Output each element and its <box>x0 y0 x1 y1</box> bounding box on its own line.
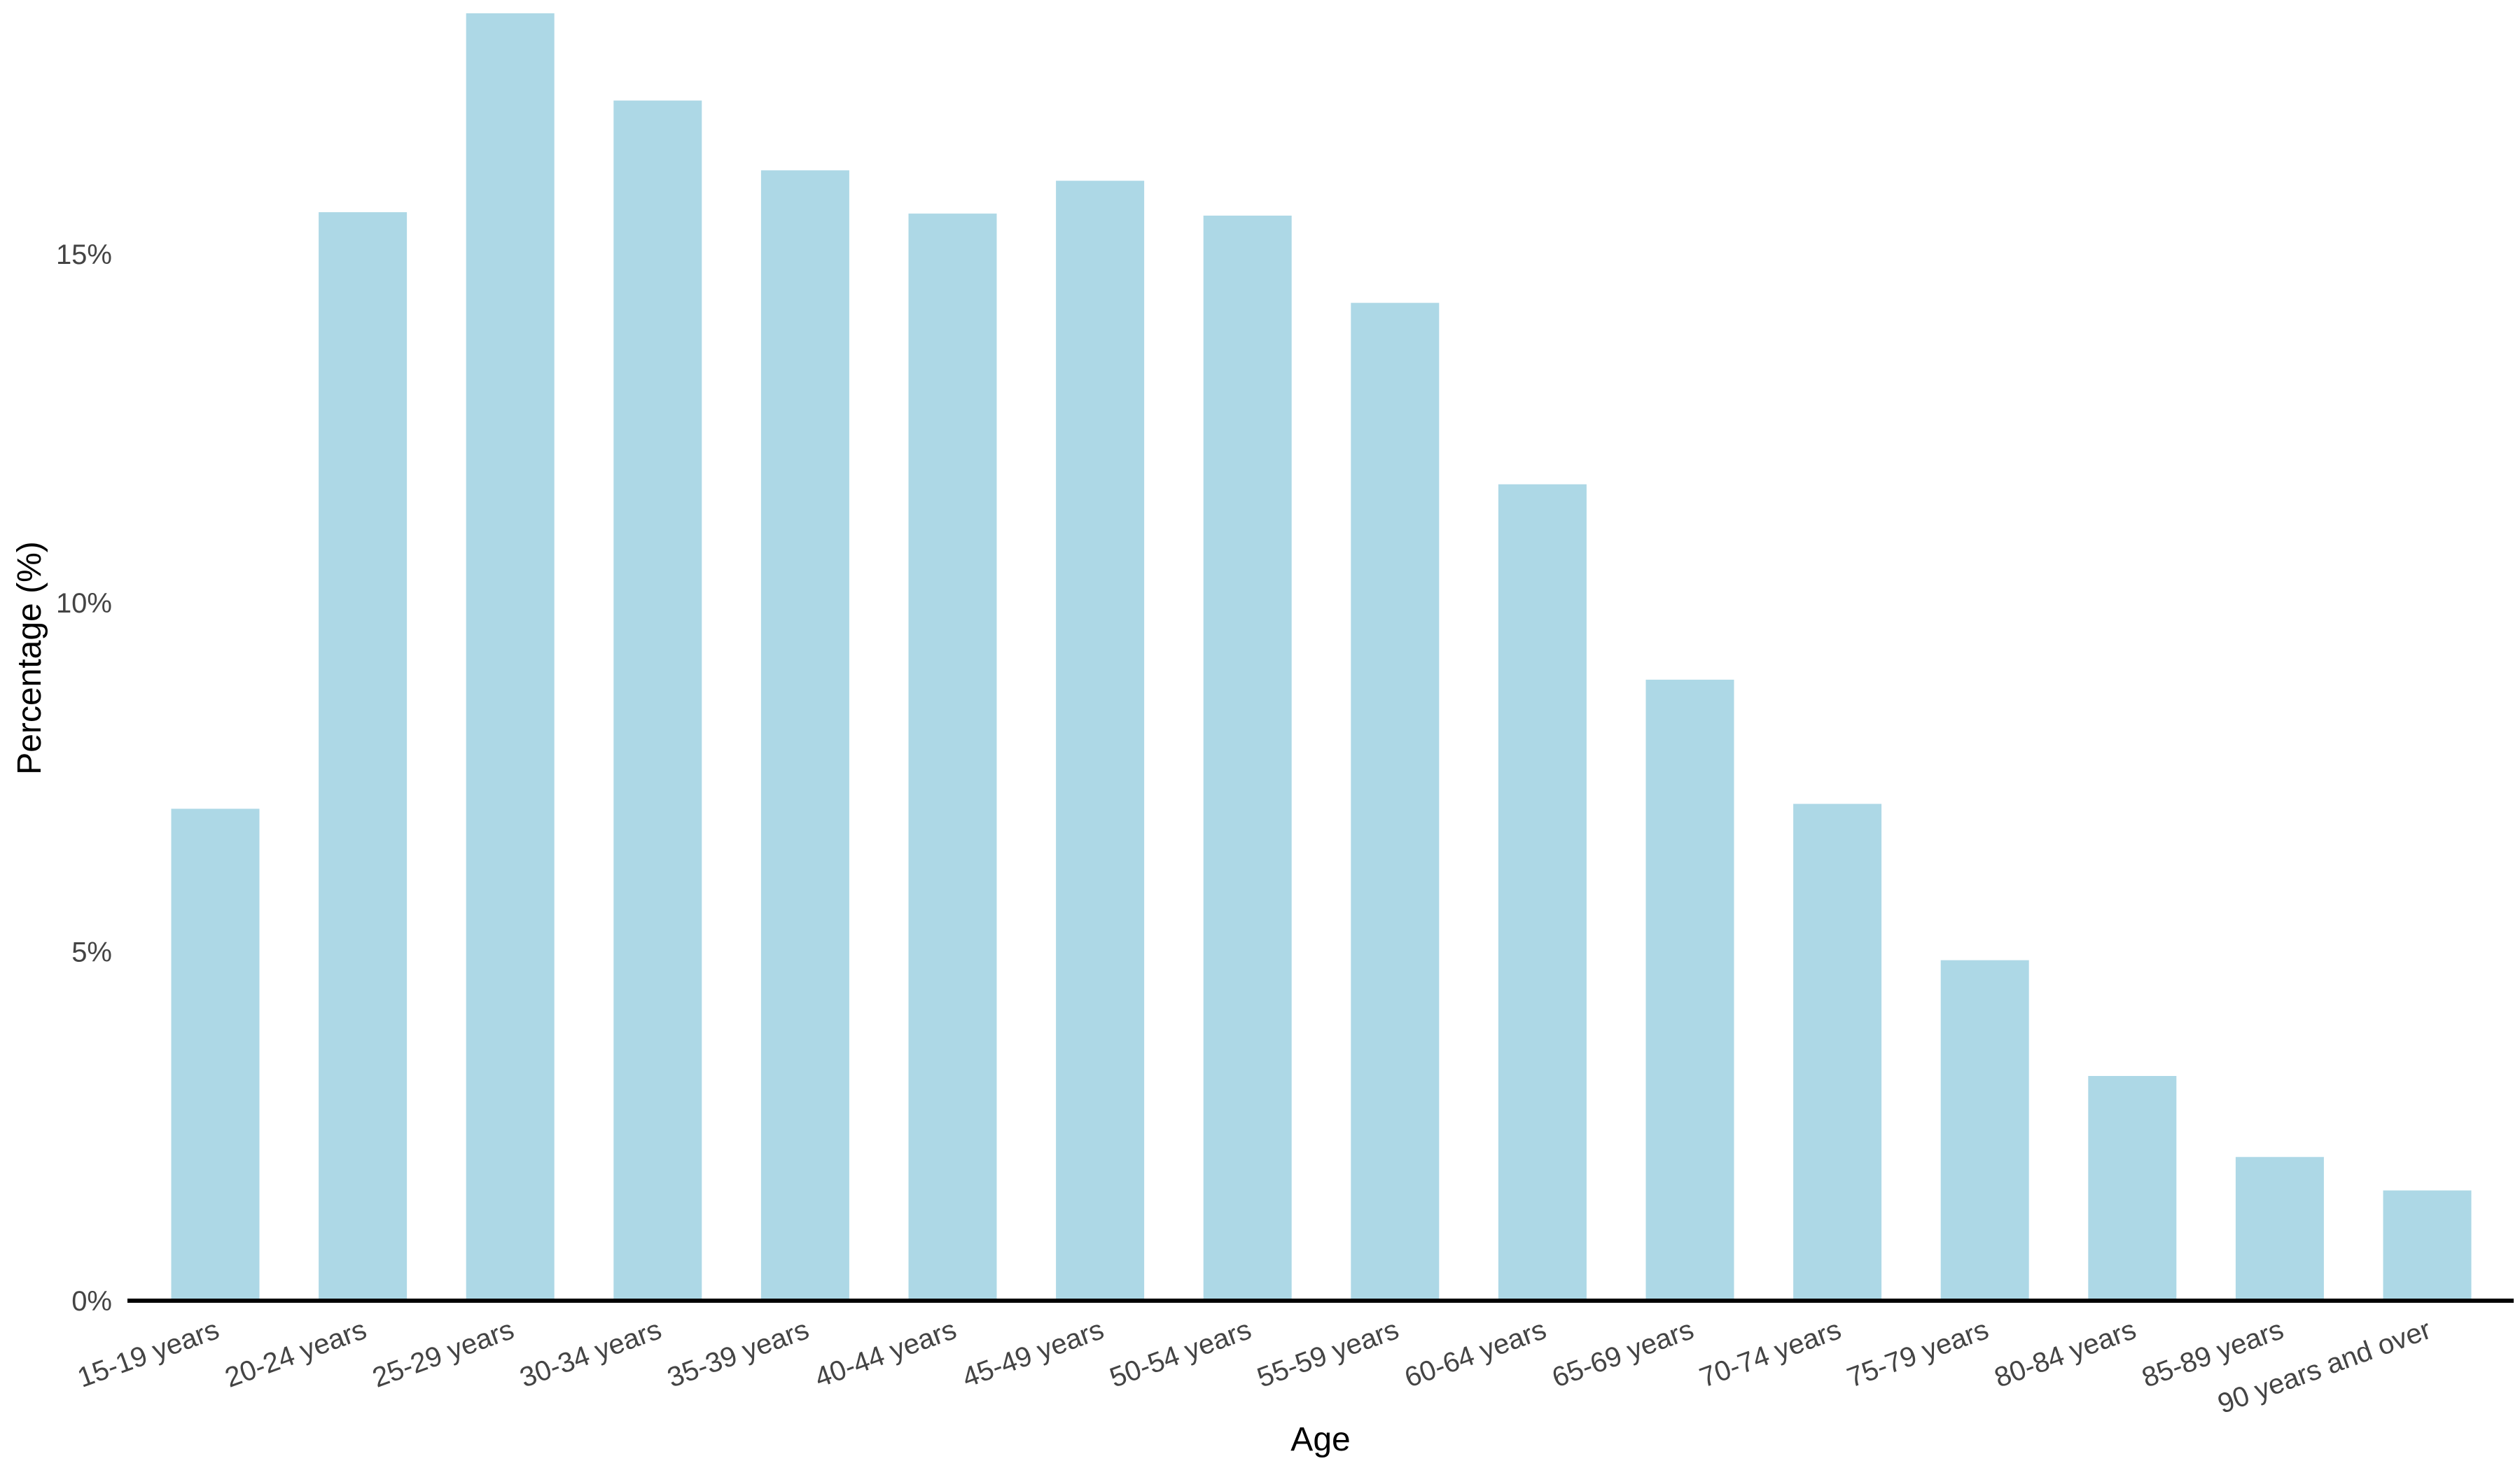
bar-70-74-years <box>1793 804 1882 1301</box>
x-tick-label: 70-74 years <box>1696 1314 1846 1394</box>
y-tick-label: 10% <box>56 588 112 619</box>
x-tick-label: 65-69 years <box>1548 1314 1698 1394</box>
bar-80-84-years <box>2088 1076 2177 1301</box>
bar-65-69-years <box>1645 679 1734 1301</box>
x-axis-title: Age <box>1290 1421 1350 1458</box>
x-tick-label: 80-84 years <box>1991 1314 2140 1394</box>
bar-35-39-years <box>760 170 849 1301</box>
x-tick-label: 20-24 years <box>221 1314 371 1394</box>
bar-50-54-years <box>1203 216 1292 1301</box>
bar-60-64-years <box>1498 484 1587 1301</box>
x-tick-label: 50-54 years <box>1106 1314 1255 1394</box>
y-axis-title: Percentage (%) <box>11 541 48 775</box>
x-tick-label: 25-29 years <box>368 1314 518 1394</box>
x-tick-label: 15-19 years <box>74 1314 223 1394</box>
bar-20-24-years <box>319 212 408 1301</box>
x-tick-label: 55-59 years <box>1253 1314 1403 1394</box>
bar-30-34-years <box>613 100 702 1301</box>
bar-25-29-years <box>466 13 555 1301</box>
bar-45-49-years <box>1056 181 1145 1301</box>
x-tick-label: 45-49 years <box>959 1314 1108 1394</box>
x-tick-label: 30-34 years <box>516 1314 666 1394</box>
x-tick-label: 75-79 years <box>1843 1314 1993 1394</box>
bar-75-79-years <box>1940 960 2029 1301</box>
x-tick-label: 40-44 years <box>811 1314 961 1394</box>
y-tick-label: 5% <box>71 937 112 968</box>
bar-15-19-years <box>171 809 260 1301</box>
y-tick-label: 15% <box>56 239 112 270</box>
y-axis-ticks: 0% 5% 10% 15% <box>56 239 112 1317</box>
x-tick-label: 35-39 years <box>663 1314 813 1394</box>
x-tick-label: 60-64 years <box>1400 1314 1550 1394</box>
bar-90-years-and-over <box>2383 1190 2472 1301</box>
bar-85-89-years <box>2235 1156 2324 1301</box>
bar-40-44-years <box>908 214 997 1301</box>
bars-group <box>171 13 2472 1301</box>
y-tick-label: 0% <box>71 1286 112 1317</box>
bar-55-59-years <box>1351 302 1440 1301</box>
